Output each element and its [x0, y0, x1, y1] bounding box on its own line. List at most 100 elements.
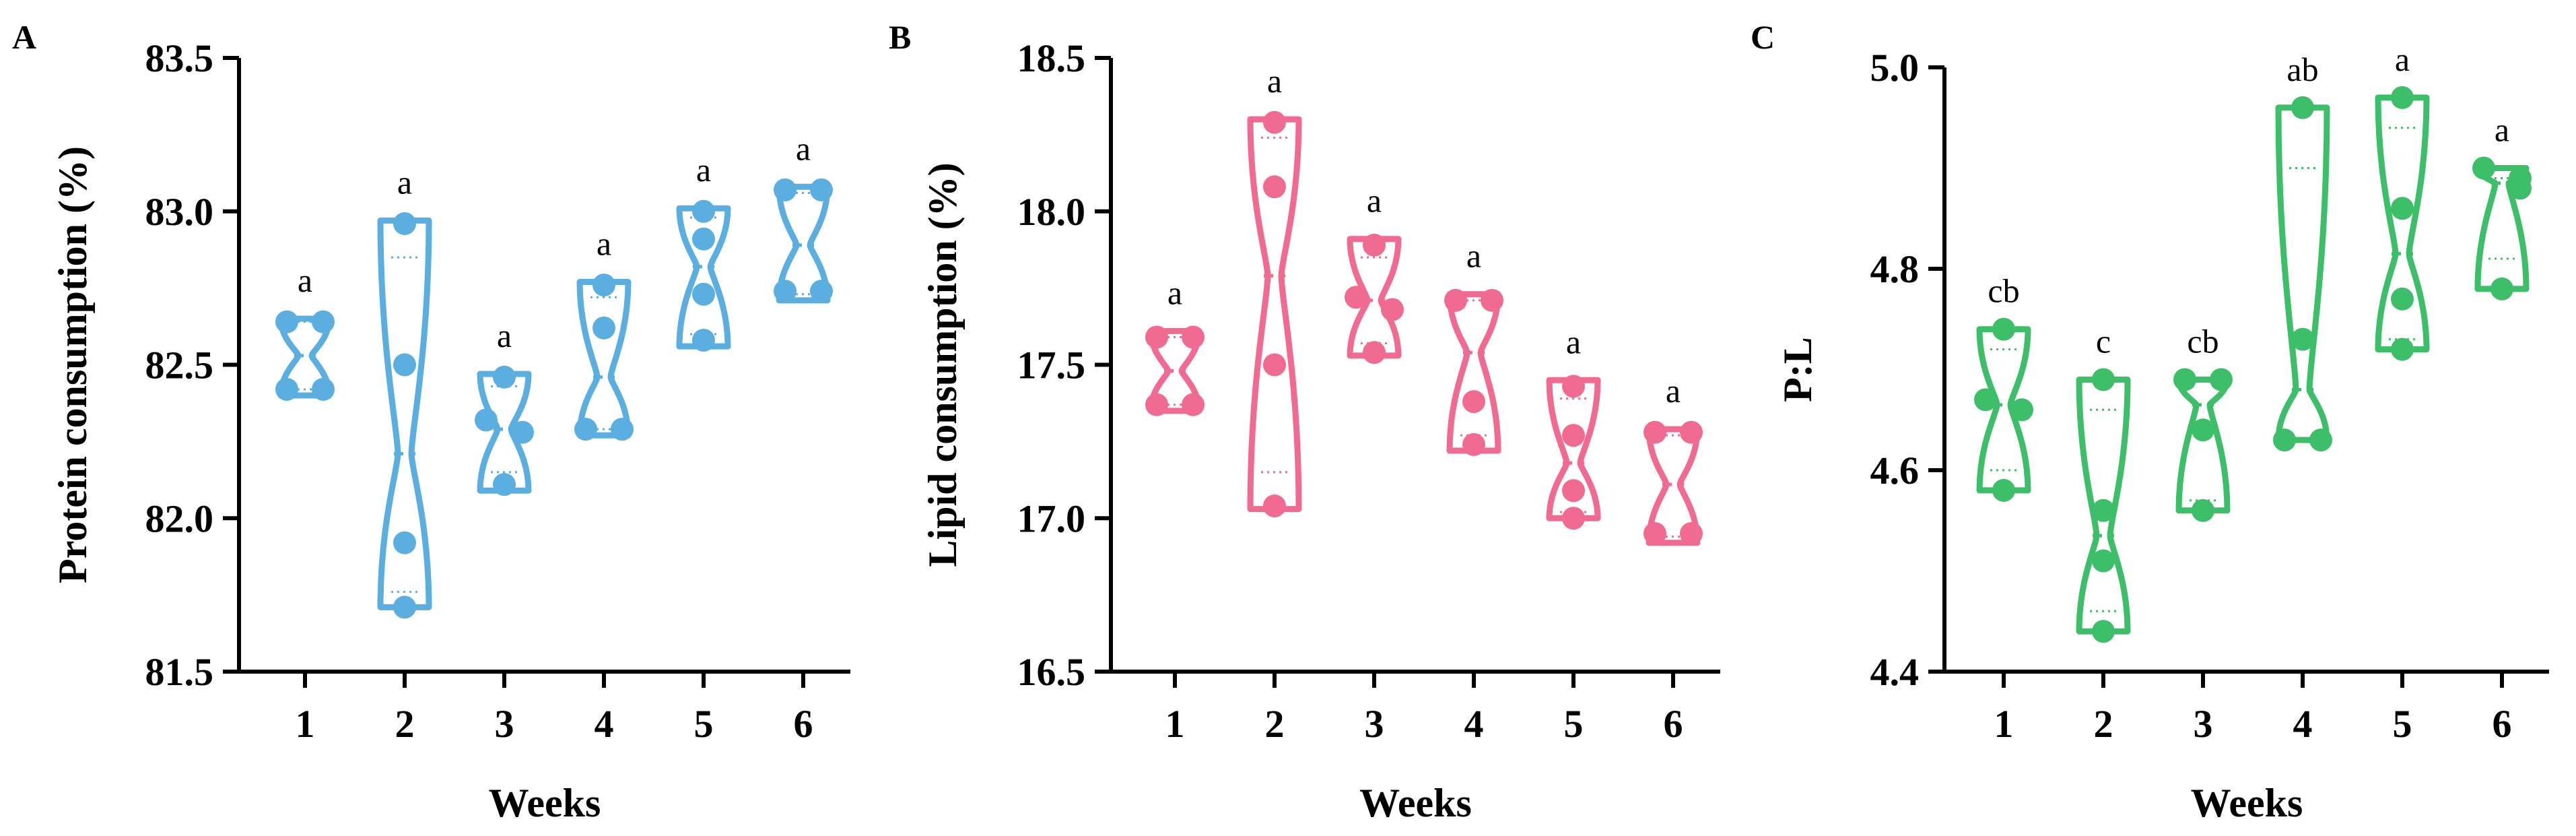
x-axis-title: Weeks	[2191, 781, 2303, 825]
data-point	[1992, 317, 2015, 341]
x-tick-label: 3	[495, 702, 514, 746]
data-point	[592, 274, 615, 297]
x-axis-title: Weeks	[1359, 781, 1472, 825]
significance-label: a	[397, 163, 412, 201]
y-tick-label: 82.0	[145, 496, 214, 540]
data-point	[2391, 287, 2414, 311]
data-point	[2092, 499, 2115, 522]
data-point	[2092, 549, 2115, 573]
x-tick-label: 4	[2293, 702, 2313, 746]
significance-label: a	[298, 261, 312, 299]
data-point	[1562, 479, 1585, 503]
significance-label: a	[597, 225, 611, 263]
x-tick-label: 1	[1994, 702, 2014, 746]
data-point	[1363, 233, 1386, 257]
x-tick-label: 4	[1464, 702, 1484, 746]
data-point	[2092, 368, 2115, 391]
significance-label: a	[1167, 274, 1182, 311]
data-point	[2010, 398, 2033, 422]
data-point	[2291, 327, 2314, 351]
data-point	[1263, 353, 1286, 377]
violin-week-4	[576, 279, 632, 439]
data-point	[1381, 298, 1404, 321]
data-point	[312, 377, 335, 401]
data-point	[1263, 110, 1286, 134]
significance-label: ab	[2286, 51, 2318, 88]
data-point	[393, 353, 416, 377]
data-point	[692, 329, 715, 352]
data-point	[810, 280, 833, 303]
data-point	[1145, 325, 1168, 349]
data-point	[1680, 420, 1703, 444]
significance-label: c	[2096, 322, 2111, 360]
violin-week-2	[377, 217, 432, 610]
y-tick-label: 4.6	[1870, 449, 1920, 492]
x-tick-label: 5	[2393, 702, 2412, 746]
y-tick-label: 83.5	[145, 36, 214, 80]
y-tick-label: 17.0	[1017, 496, 1086, 540]
y-tick-label: 5.0	[1870, 46, 1920, 90]
data-point	[1974, 388, 1997, 412]
data-point	[393, 596, 416, 619]
significance-label: a	[1367, 182, 1382, 220]
y-axis-title: Lipid consumption (%)	[920, 162, 965, 567]
data-point	[1444, 288, 1467, 312]
data-point	[493, 473, 516, 496]
data-point	[2391, 86, 2414, 109]
data-point	[1462, 390, 1485, 414]
data-point	[1992, 478, 2015, 502]
data-point	[2092, 620, 2115, 643]
data-point	[2210, 368, 2233, 391]
y-tick-label: 16.5	[1017, 650, 1086, 694]
violin-week-2	[2076, 376, 2131, 635]
data-point	[1643, 420, 1666, 444]
data-point	[312, 310, 335, 333]
y-tick-label: 81.5	[145, 650, 214, 694]
data-point	[692, 282, 715, 306]
data-point	[611, 418, 634, 441]
y-axis-title: Protein consumption (%)	[50, 146, 95, 583]
y-tick-label: 18.0	[1017, 190, 1086, 234]
data-point	[692, 199, 715, 223]
significance-label: cb	[1988, 272, 2019, 310]
x-tick-label: 6	[794, 702, 813, 746]
data-point	[493, 365, 516, 389]
data-point	[1182, 325, 1205, 349]
data-point	[1263, 175, 1286, 199]
data-point	[1182, 393, 1205, 416]
y-axis-title: P:L	[1775, 337, 1820, 402]
y-tick-label: 18.5	[1017, 36, 1086, 80]
data-point	[1263, 494, 1286, 518]
data-point	[2490, 277, 2513, 300]
panel-letter: A	[12, 18, 36, 56]
data-point	[2391, 197, 2414, 220]
data-point	[1562, 507, 1585, 530]
data-point	[1680, 522, 1703, 546]
significance-label: a	[2495, 111, 2509, 149]
panel-b: B 16.5 17.0 17.5 18.0 18.5 1 2 3 4 5 6 Weeks Lipid co…	[889, 18, 1720, 825]
panel-letter: B	[889, 18, 911, 56]
data-point	[2192, 499, 2214, 522]
y-tick-label: 82.5	[145, 344, 214, 387]
data-point	[2291, 96, 2314, 119]
y-tick-label: 4.8	[1870, 247, 1920, 291]
violin-week-4	[1446, 291, 1501, 454]
significance-label: a	[1666, 372, 1681, 410]
data-point	[574, 418, 597, 441]
data-point	[2472, 156, 2495, 180]
violin-week-3	[2175, 376, 2231, 514]
data-point	[275, 310, 298, 333]
significance-label: a	[1566, 323, 1581, 360]
data-point	[393, 531, 416, 554]
x-tick-label: 1	[296, 702, 315, 746]
data-point	[810, 178, 833, 201]
x-tick-label: 1	[1165, 702, 1185, 746]
significance-label: a	[796, 129, 811, 167]
data-point	[1363, 341, 1386, 364]
data-point	[393, 212, 416, 235]
significance-label: a	[497, 317, 512, 354]
panel-letter: C	[1751, 18, 1775, 56]
violin-week-5	[676, 205, 731, 350]
data-point	[511, 420, 534, 444]
panel-a: A 81.5 82.0 82.5 83.0 83.5 1 2 3 4 5 6 Weeks Protein …	[12, 18, 850, 825]
